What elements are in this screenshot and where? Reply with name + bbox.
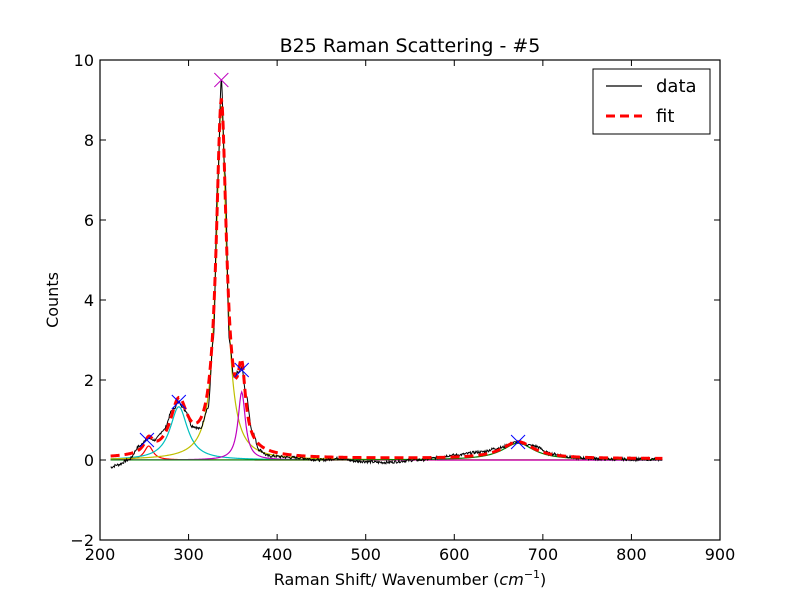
series-layer — [110, 80, 663, 469]
y-tick-label-1: 0 — [84, 451, 94, 470]
x-tick-label-4: 600 — [439, 545, 470, 564]
x-tick-label-2: 400 — [262, 545, 293, 564]
legend-label-fit: fit — [656, 106, 674, 127]
fit-components — [110, 105, 663, 461]
component-curve-3 — [110, 390, 663, 461]
y-tick-label-2: 2 — [84, 371, 94, 390]
y-tick-label-4: 6 — [84, 211, 94, 230]
x-axis-label-unit-exponent: −1 — [524, 568, 540, 581]
series-fit-line — [110, 98, 663, 460]
legend: data fit — [592, 68, 711, 135]
peak-markers — [139, 72, 526, 450]
peak-marker-4 — [510, 434, 526, 450]
series-data-line — [110, 80, 663, 469]
component-curve-4 — [110, 442, 663, 461]
chart-title: B25 Raman Scattering - #5 — [280, 35, 541, 57]
x-axis: 200 300 400 500 600 700 800 900 — [85, 60, 736, 564]
y-axis: −2 0 2 4 6 8 10 — [70, 51, 720, 550]
x-axis-label: Raman Shift/ Wavenumber (cm−1) — [274, 568, 547, 589]
peak-marker-0 — [139, 432, 155, 448]
y-tick-label-0: −2 — [70, 531, 94, 550]
x-tick-label-1: 300 — [173, 545, 204, 564]
x-tick-label-0: 200 — [85, 545, 116, 564]
y-tick-label-5: 8 — [84, 131, 94, 150]
legend-box — [592, 68, 711, 135]
x-axis-label-close: ) — [540, 570, 546, 589]
x-tick-label-3: 500 — [350, 545, 381, 564]
peak-marker-2 — [213, 72, 229, 88]
peak-marker-3 — [234, 362, 250, 378]
x-axis-label-text: Raman Shift/ Wavenumber ( — [274, 570, 500, 589]
peak-marker-1 — [171, 394, 187, 410]
x-tick-label-6: 800 — [616, 545, 647, 564]
x-tick-label-5: 700 — [528, 545, 559, 564]
y-tick-label-6: 10 — [74, 51, 94, 70]
y-tick-label-3: 4 — [84, 291, 94, 310]
x-tick-label-7: 900 — [705, 545, 736, 564]
component-curve-1 — [110, 406, 663, 461]
component-curve-2 — [110, 105, 663, 461]
x-axis-label-unit: cm — [499, 570, 523, 589]
y-axis-label: Counts — [43, 272, 62, 328]
legend-label-data: data — [656, 76, 697, 97]
